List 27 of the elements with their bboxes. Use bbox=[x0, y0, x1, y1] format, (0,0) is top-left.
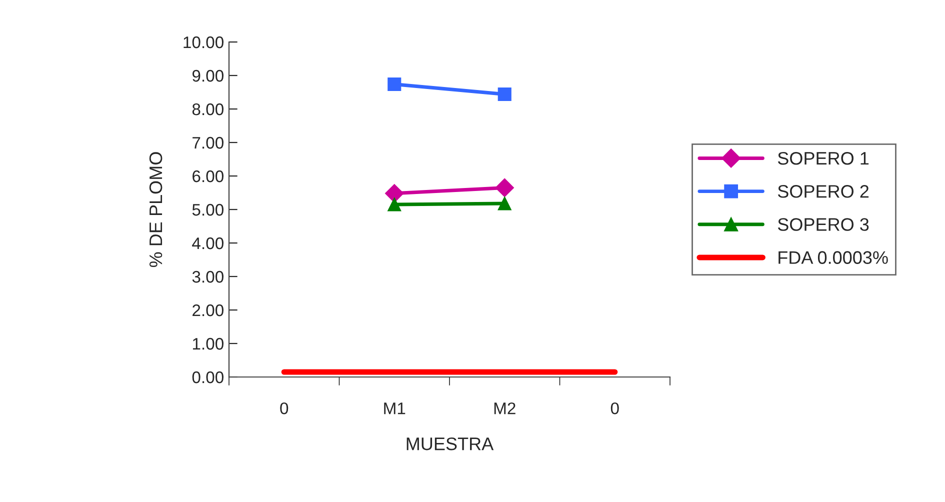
legend-label: SOPERO 2 bbox=[778, 185, 869, 198]
legend-label: SOPERO 3 bbox=[778, 218, 869, 231]
point bbox=[498, 87, 512, 102]
x-tick-label: 0 bbox=[280, 402, 288, 414]
y-tick-label: 0.00 bbox=[192, 371, 224, 384]
point bbox=[388, 198, 402, 212]
x-tick-label: M2 bbox=[494, 402, 516, 414]
point bbox=[385, 184, 404, 203]
y-tick-label: 4.00 bbox=[192, 237, 224, 250]
y-tick-label: 8.00 bbox=[192, 103, 224, 116]
x-axis-title: MUESTRA bbox=[406, 437, 494, 450]
y-axis-title: % DE PLOMO bbox=[149, 152, 162, 268]
point bbox=[388, 77, 402, 91]
legend-label: FDA 0.0003% bbox=[778, 251, 888, 264]
y-tick-label: 6.00 bbox=[192, 170, 224, 182]
y-tick-label: 3.00 bbox=[192, 270, 224, 283]
y-tick-label: 5.00 bbox=[192, 204, 224, 216]
x-tick-label: 0 bbox=[610, 402, 619, 414]
y-tick-label: 2.00 bbox=[192, 304, 224, 316]
y-tick-label: 1.00 bbox=[192, 338, 224, 350]
point bbox=[498, 196, 512, 210]
y-tick-label: 10.00 bbox=[184, 36, 224, 48]
x-tick-label: M1 bbox=[384, 402, 406, 414]
point bbox=[495, 178, 514, 198]
y-tick-label: 7.00 bbox=[192, 136, 224, 149]
legend-label: SOPERO 1 bbox=[778, 152, 869, 165]
y-tick-label: 9.00 bbox=[192, 70, 224, 82]
